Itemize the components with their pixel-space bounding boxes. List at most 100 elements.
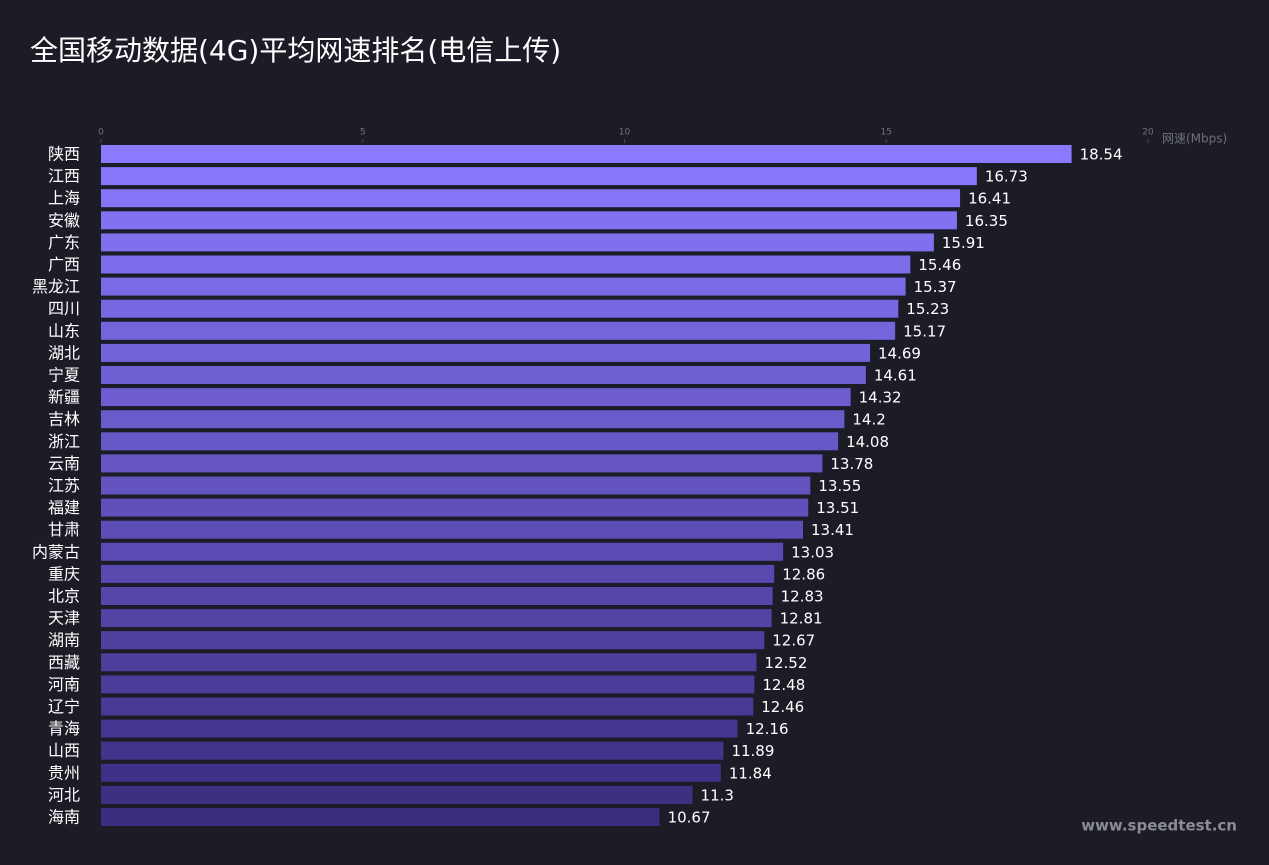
value-label: 13.55 <box>818 477 861 495</box>
bar <box>101 321 896 340</box>
value-label: 13.51 <box>816 499 859 517</box>
bar <box>101 211 957 230</box>
bar <box>101 299 899 318</box>
y-tick-label: 广东 <box>48 233 80 252</box>
y-tick-label: 四川 <box>48 299 80 318</box>
y-tick-label: 海南 <box>48 808 80 827</box>
value-label: 13.41 <box>811 521 854 539</box>
y-tick-label: 湖南 <box>48 631 80 650</box>
value-label: 11.3 <box>701 786 734 804</box>
y-tick-label: 内蒙古 <box>32 542 80 561</box>
y-tick-label: 甘肃 <box>48 520 80 539</box>
x-tick-label: 15 <box>881 128 892 138</box>
bar <box>101 520 804 539</box>
bar <box>101 653 757 672</box>
bar <box>101 410 845 429</box>
bar <box>101 388 851 407</box>
value-label: 13.03 <box>791 543 834 561</box>
y-tick-label: 河南 <box>48 675 80 694</box>
bar <box>101 189 961 208</box>
y-tick-label: 辽宁 <box>48 697 80 716</box>
bar <box>101 343 871 362</box>
x-tick-label: 20 <box>1142 128 1154 138</box>
y-tick-label: 重庆 <box>48 564 80 583</box>
value-label: 11.84 <box>729 764 772 782</box>
x-tick-label: 10 <box>619 128 631 138</box>
value-label: 14.32 <box>859 389 902 407</box>
y-tick-label: 福建 <box>48 498 80 517</box>
bar <box>101 675 755 694</box>
value-label: 14.08 <box>846 433 889 451</box>
value-label: 12.52 <box>764 654 807 672</box>
y-tick-label: 陕西 <box>48 145 80 164</box>
value-label: 13.78 <box>830 455 873 473</box>
value-label: 11.89 <box>731 742 774 760</box>
y-tick-label: 云南 <box>48 454 80 473</box>
y-tick-label: 广西 <box>48 255 80 274</box>
value-label: 12.67 <box>772 632 815 650</box>
y-tick-label: 浙江 <box>48 432 80 451</box>
value-label: 12.46 <box>761 698 804 716</box>
y-tick-label: 山西 <box>48 741 80 760</box>
value-label: 14.69 <box>878 344 921 362</box>
bar <box>101 233 934 252</box>
value-label: 18.54 <box>1080 146 1123 164</box>
watermark: www.speedtest.cn <box>1081 817 1237 835</box>
bar <box>101 145 1072 163</box>
y-tick-label: 西藏 <box>48 653 80 672</box>
bar <box>101 564 775 583</box>
chart-title: 全国移动数据(4G)平均网速排名(电信上传) <box>30 34 561 67</box>
value-label: 12.86 <box>782 565 825 583</box>
y-tick-label: 贵州 <box>48 763 80 782</box>
y-tick-label: 北京 <box>48 587 80 606</box>
bar <box>101 741 724 760</box>
x-axis-label: 网速(Mbps) <box>1162 132 1227 146</box>
value-label: 12.83 <box>781 588 824 606</box>
bar <box>101 631 765 650</box>
y-tick-label: 河北 <box>48 785 80 804</box>
bar <box>101 719 738 738</box>
bar <box>101 432 839 451</box>
value-label: 15.23 <box>906 300 949 318</box>
y-tick-label: 黑龙江 <box>32 277 80 296</box>
value-label: 14.2 <box>852 411 885 429</box>
value-label: 14.61 <box>874 367 917 385</box>
value-label: 15.37 <box>914 278 957 296</box>
y-tick-label: 安徽 <box>48 211 80 230</box>
bar <box>101 785 693 804</box>
bar <box>101 808 660 826</box>
y-tick-label: 青海 <box>48 719 80 738</box>
y-tick-label: 湖北 <box>48 343 80 362</box>
x-tick-label: 0 <box>98 128 104 138</box>
value-label: 10.67 <box>668 809 711 827</box>
bar <box>101 277 906 296</box>
bar <box>101 587 773 605</box>
y-tick-label: 上海 <box>48 189 80 208</box>
bar <box>101 542 784 561</box>
value-label: 12.16 <box>746 720 789 738</box>
y-tick-label: 新疆 <box>48 388 80 407</box>
bar <box>101 255 911 274</box>
bar <box>101 498 809 517</box>
value-label: 15.46 <box>918 256 961 274</box>
value-label: 16.35 <box>965 212 1008 230</box>
y-tick-label: 吉林 <box>48 410 80 429</box>
value-label: 15.91 <box>942 234 985 252</box>
y-tick-label: 天津 <box>48 609 80 628</box>
value-label: 12.48 <box>762 676 805 694</box>
value-label: 12.81 <box>780 610 823 628</box>
bar <box>101 609 772 628</box>
bar <box>101 366 866 384</box>
value-label: 16.73 <box>985 168 1028 186</box>
bar <box>101 476 811 495</box>
x-tick-label: 5 <box>360 128 366 138</box>
bar <box>101 454 823 473</box>
y-tick-label: 江苏 <box>48 476 80 495</box>
bar <box>101 167 977 186</box>
y-tick-label: 江西 <box>48 167 80 186</box>
y-tick-label: 宁夏 <box>48 366 80 385</box>
value-label: 15.17 <box>903 322 946 340</box>
y-tick-label: 山东 <box>48 321 80 340</box>
value-label: 16.41 <box>968 190 1011 208</box>
